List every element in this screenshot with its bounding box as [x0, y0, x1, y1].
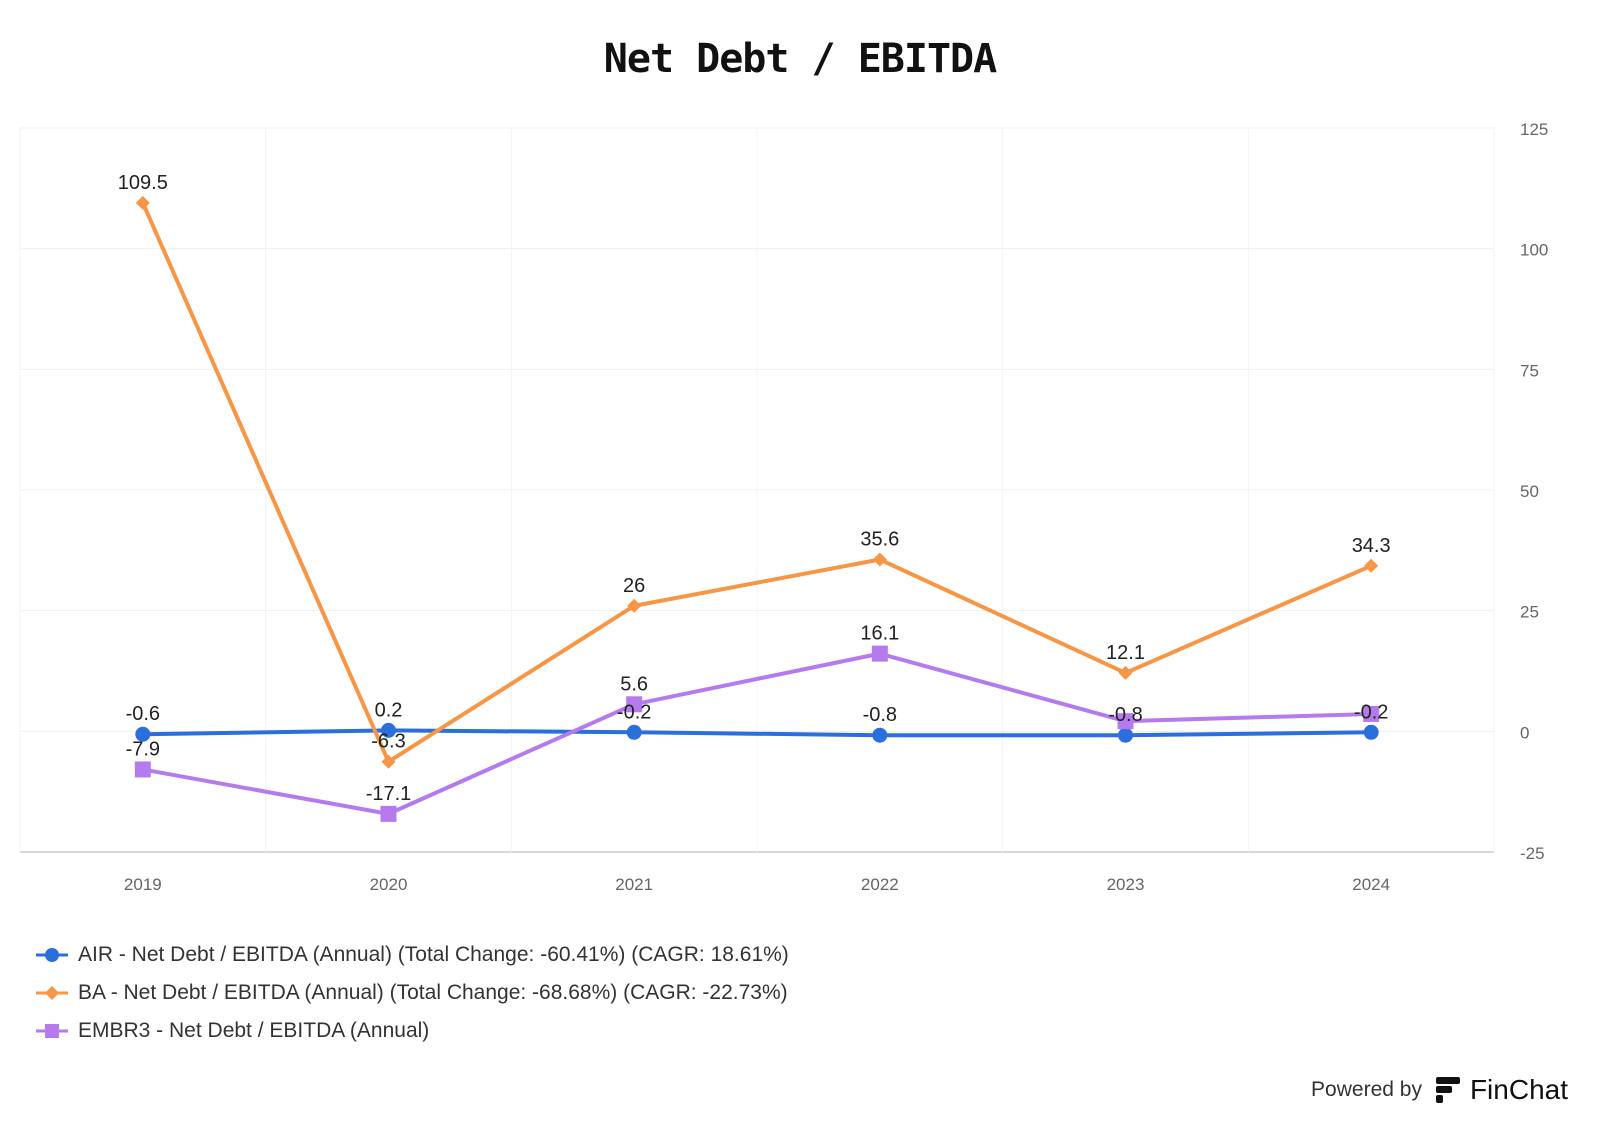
y-tick-label: 25 — [1520, 603, 1539, 622]
y-tick-label: 0 — [1520, 723, 1529, 742]
data-labels: -0.6 0.2 -0.2 -0.8 -0.8 -0.2 109.5 -6.3 26 35.6 12… — [118, 172, 1391, 805]
x-tick-label: 2019 — [124, 875, 162, 894]
x-tick-label: 2021 — [615, 875, 653, 894]
x-tick-label: 2024 — [1352, 875, 1390, 894]
data-label: 5.6 — [620, 673, 648, 695]
data-point — [381, 722, 396, 738]
data-label: 34.3 — [1352, 535, 1391, 557]
series-line — [141, 202, 1372, 764]
series-lines — [134, 195, 1380, 822]
data-label: -0.6 — [126, 703, 160, 725]
legend-symbol — [45, 1024, 59, 1038]
data-label: 109.5 — [118, 172, 168, 194]
data-point — [872, 727, 888, 743]
data-label: 35.6 — [860, 529, 899, 551]
data-label: -0.8 — [863, 704, 897, 726]
data-point — [134, 761, 151, 778]
x-tick-label: 2022 — [861, 875, 899, 894]
data-point — [380, 805, 397, 822]
data-point — [626, 696, 643, 713]
data-point — [871, 645, 888, 662]
x-tick-label: 2020 — [370, 875, 408, 894]
legend-item[interactable]: BA - Net Debt / EBITDA (Annual) (Total C… — [36, 974, 789, 1012]
data-point — [872, 552, 887, 567]
y-tick-label: 100 — [1520, 241, 1548, 260]
legend-label: EMBR3 - Net Debt / EBITDA (Annual) — [78, 1019, 430, 1042]
legend-label: BA - Net Debt / EBITDA (Annual) (Total C… — [78, 981, 788, 1004]
data-label: -0.2 — [1354, 701, 1388, 723]
data-point — [1363, 724, 1379, 740]
legend-item[interactable]: AIR - Net Debt / EBITDA (Annual) (Total … — [36, 936, 789, 974]
data-label: 26 — [623, 575, 645, 597]
data-point — [135, 726, 151, 742]
series-line — [142, 651, 1372, 816]
y-tick-label: 75 — [1520, 361, 1539, 380]
data-point — [135, 195, 150, 210]
axes: 125 100 75 50 25 0 -25 2019 2020 2021 2022 2023 2024 — [124, 120, 1548, 894]
legend-marker-icon — [36, 948, 68, 962]
series-line — [142, 728, 1372, 738]
series-0 — [135, 722, 1379, 743]
data-point — [381, 754, 396, 769]
data-point — [1118, 727, 1133, 743]
series-2 — [134, 645, 1380, 822]
data-point — [626, 724, 642, 740]
data-label: -0.2 — [617, 701, 651, 723]
legend-symbol — [45, 986, 59, 1000]
series-1 — [135, 195, 1379, 769]
legend: AIR - Net Debt / EBITDA (Annual) (Total … — [36, 936, 789, 1050]
data-label: 12.1 — [1106, 642, 1145, 664]
legend-marker-icon — [36, 1024, 68, 1038]
data-point — [1117, 713, 1134, 730]
data-label: 0.2 — [375, 699, 403, 721]
data-label: -7.9 — [126, 738, 160, 760]
y-tick-label: -25 — [1520, 844, 1545, 863]
line-chart: 125 100 75 50 25 0 -25 2019 2020 2021 2022 2023 2024… — [19, 120, 1548, 894]
chart-title: Net Debt / EBITDA — [603, 36, 997, 82]
y-tick-label: 50 — [1520, 482, 1539, 501]
data-label: 16.1 — [860, 623, 899, 645]
x-tick-label: 2023 — [1107, 875, 1145, 894]
y-tick-label: 125 — [1520, 120, 1548, 139]
data-label: -0.8 — [1108, 704, 1142, 726]
data-point — [627, 598, 642, 613]
legend-item[interactable]: EMBR3 - Net Debt / EBITDA (Annual) — [36, 1012, 789, 1050]
legend-symbol — [45, 948, 59, 962]
powered-by-label: Powered by — [1311, 1078, 1422, 1101]
data-point — [1118, 665, 1133, 680]
finchat-logo-icon — [1435, 1077, 1460, 1103]
data-label: -17.1 — [366, 783, 412, 805]
legend-label: AIR - Net Debt / EBITDA (Annual) (Total … — [78, 943, 789, 966]
data-point — [1363, 705, 1380, 722]
legend-marker-icon — [36, 986, 68, 1000]
powered-by: Powered by FinChat — [1311, 1074, 1568, 1106]
data-label: -6.3 — [371, 731, 405, 753]
data-point — [1364, 558, 1379, 573]
grid — [19, 127, 1495, 853]
brand-name: FinChat — [1469, 1074, 1568, 1105]
